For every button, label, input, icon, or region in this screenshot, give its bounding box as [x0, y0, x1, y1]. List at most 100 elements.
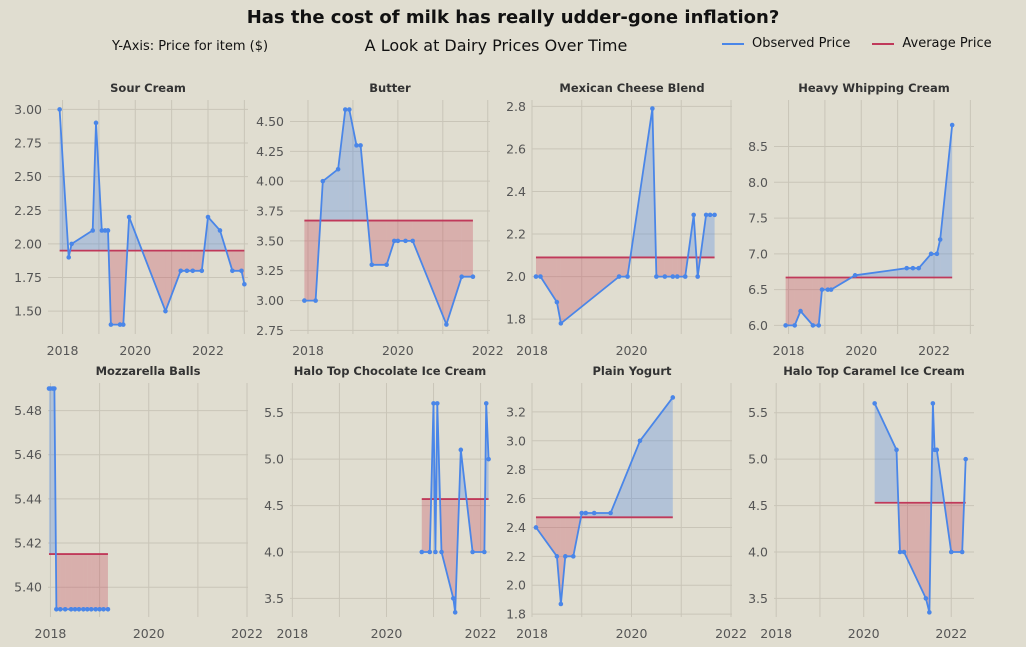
fill-above-average	[101, 230, 106, 251]
data-point	[52, 386, 57, 391]
fill-below-average	[446, 220, 462, 325]
fill-below-average	[78, 554, 84, 610]
data-point	[452, 610, 458, 615]
data-point	[431, 401, 436, 406]
data-point	[403, 238, 408, 244]
data-point	[69, 241, 74, 247]
data-point	[949, 122, 955, 128]
y-tick-label: 2.4	[506, 520, 526, 535]
data-point	[93, 120, 99, 126]
y-tick-label: 1.75	[14, 270, 42, 285]
panel-7: 2018 2020 2022 1.8 2.0 2.2 2.4 2.6 2.8 3.0 3.2 Plai…	[506, 364, 747, 641]
panel-2: 2018 2020 2022 2.75 3.00 3.25 3.50 3.75 4.00 4.25…	[256, 81, 504, 358]
data-point	[910, 265, 916, 271]
data-point	[434, 401, 440, 406]
data-point	[342, 107, 348, 112]
fill-above-average	[345, 109, 350, 221]
y-tick-label: 5.0	[264, 452, 284, 467]
data-point	[937, 237, 943, 242]
fill-above-average	[322, 169, 339, 221]
data-point	[894, 447, 899, 453]
fill-above-average	[906, 268, 913, 278]
data-point	[816, 323, 822, 328]
x-tick-label: 2020	[382, 343, 414, 358]
data-point	[184, 268, 190, 274]
x-tick-label: 2020	[119, 343, 151, 358]
fill-below-average	[103, 554, 108, 610]
fill-above-average	[706, 214, 711, 258]
data-point	[670, 274, 676, 279]
fill-below-average	[386, 220, 395, 265]
data-point	[302, 298, 307, 303]
fill-above-average	[639, 397, 673, 518]
y-tick-label: 3.50	[256, 233, 284, 248]
y-axis-note: Y-Axis: Price for item ($)	[112, 39, 269, 54]
panel-title: Heavy Whipping Cream	[798, 81, 949, 95]
data-point	[901, 549, 907, 555]
x-tick-label: 2020	[845, 343, 877, 358]
data-point	[458, 447, 464, 453]
data-point	[810, 323, 816, 328]
panel-8: 2018 2020 2022 3.5 4.0 4.5 5.0 5.5 Halo Top Cara…	[748, 364, 974, 641]
y-tick-label: 4.25	[256, 144, 284, 159]
y-tick-label: 1.8	[506, 312, 526, 327]
data-point	[427, 549, 433, 555]
data-point	[792, 323, 798, 328]
legend-item-average: Average Price	[872, 36, 992, 51]
data-point	[963, 456, 968, 462]
panel-title: Halo Top Chocolate Ice Cream	[294, 364, 487, 378]
y-tick-label: 5.48	[14, 403, 42, 418]
y-tick-label: 3.5	[748, 591, 768, 606]
observed-price-line	[785, 124, 954, 327]
fill-below-average	[827, 277, 832, 290]
legend-label-observed: Observed Price	[752, 36, 851, 51]
y-tick-label: 3.00	[14, 102, 42, 117]
panel-title: Mexican Cheese Blend	[559, 81, 704, 95]
chart-title: Has the cost of milk has really udder-go…	[246, 7, 780, 28]
y-tick-label: 5.5	[748, 405, 768, 420]
x-tick-label: 2018	[516, 626, 548, 641]
fill-below-average	[241, 250, 245, 285]
data-point	[682, 274, 688, 279]
observed-price-line	[58, 109, 246, 326]
data-point	[923, 596, 929, 601]
data-point	[825, 287, 831, 292]
data-point	[54, 606, 59, 612]
fill-above-average	[594, 513, 611, 518]
y-tick-label: 3.75	[256, 204, 284, 219]
x-tick-label: 2020	[848, 626, 880, 641]
fill-below-average	[461, 220, 473, 277]
data-point	[482, 549, 487, 555]
data-point	[927, 610, 932, 615]
plot-area	[774, 383, 974, 617]
fill-above-average	[936, 239, 941, 278]
data-point	[554, 299, 560, 305]
data-point	[916, 265, 922, 271]
fill-below-average	[535, 257, 541, 277]
data-point	[934, 447, 940, 453]
data-point	[691, 212, 696, 218]
y-tick-label: 1.50	[14, 304, 42, 319]
panel-title: Plain Yogurt	[592, 364, 672, 378]
data-point	[486, 456, 491, 462]
y-tick-label: 6.0	[748, 318, 768, 333]
y-tick-label: 2.75	[14, 136, 42, 151]
fill-below-average	[535, 517, 557, 557]
data-point	[199, 268, 205, 274]
fill-below-average	[232, 250, 242, 271]
plot-area	[48, 100, 248, 334]
x-tick-label: 2022	[935, 626, 967, 641]
data-point	[483, 401, 489, 406]
data-point	[470, 274, 476, 279]
data-point	[625, 274, 630, 279]
data-point	[126, 214, 132, 220]
x-tick-label: 2020	[133, 626, 165, 641]
fill-below-average	[453, 499, 456, 613]
y-tick-label: 5.42	[14, 536, 42, 551]
data-point	[928, 251, 934, 257]
fill-below-average	[812, 277, 819, 326]
data-point	[450, 596, 456, 601]
x-tick-label: 2022	[472, 343, 504, 358]
y-tick-label: 3.5	[264, 591, 284, 606]
data-point	[695, 274, 700, 279]
